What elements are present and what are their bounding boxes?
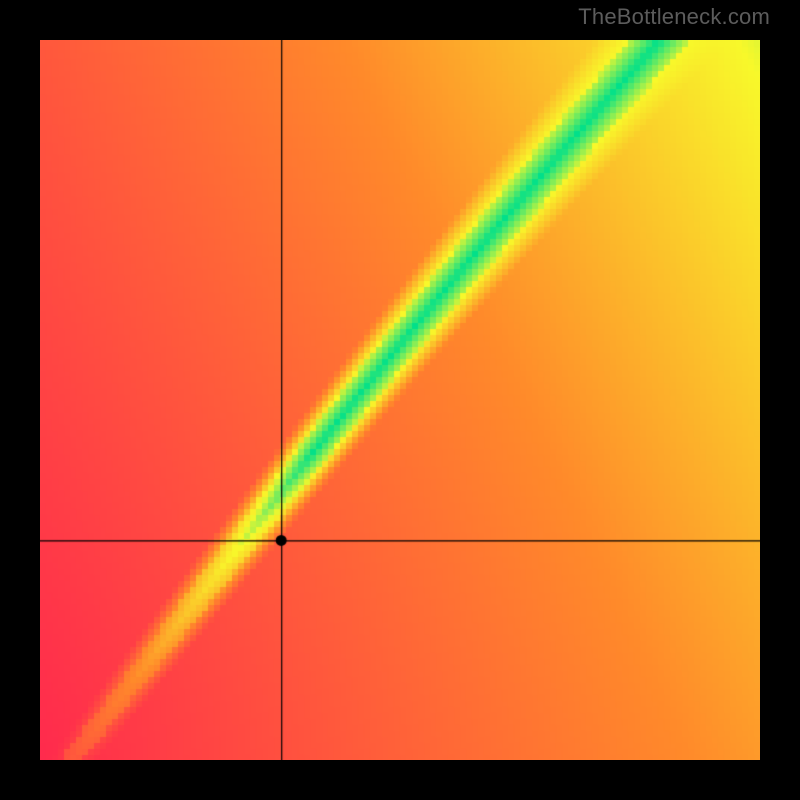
watermark-text: TheBottleneck.com (578, 4, 770, 30)
root: TheBottleneck.com (0, 0, 800, 800)
heatmap-plot (40, 40, 760, 760)
heatmap-canvas (40, 40, 760, 760)
